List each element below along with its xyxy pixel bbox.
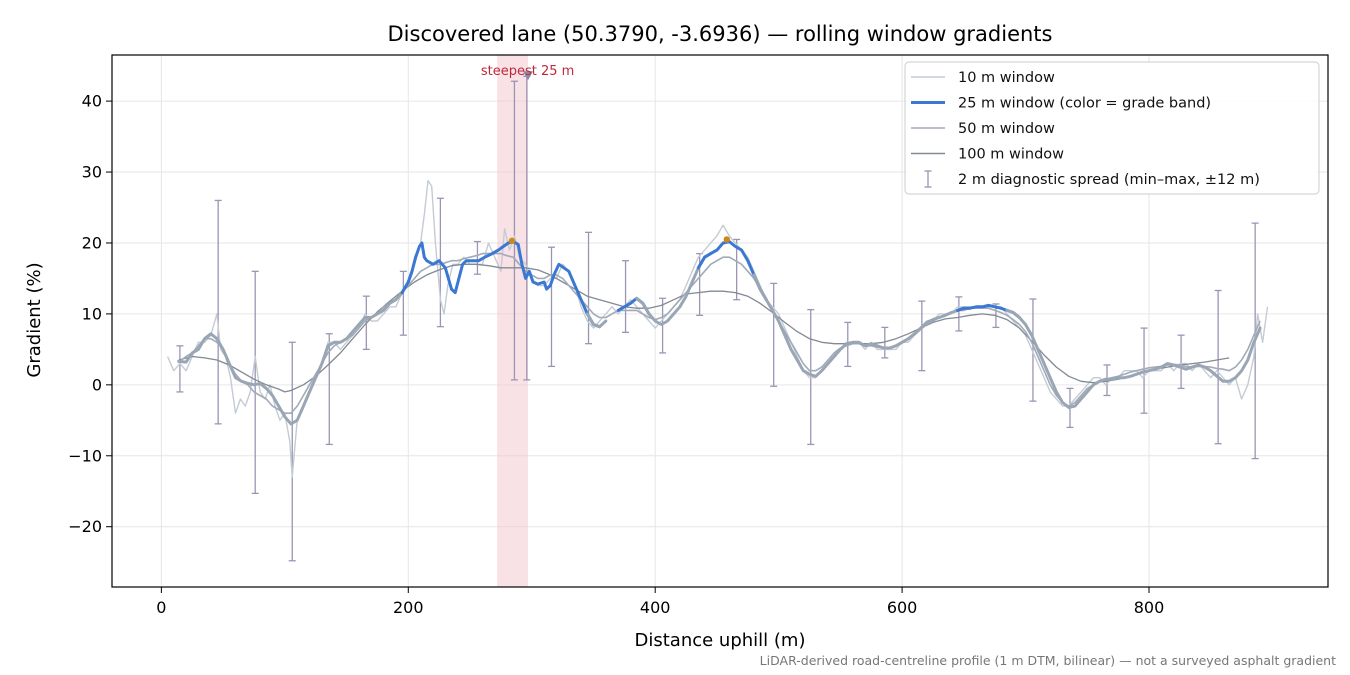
legend-label: 50 m window [958, 121, 1055, 137]
x-tick-label: 200 [393, 598, 424, 617]
x-tick-label: 600 [887, 598, 918, 617]
peak-marker [508, 237, 516, 245]
legend-label: 10 m window [958, 70, 1055, 86]
x-axis-ticks: 0 200 400 600 800 [156, 587, 1164, 617]
series-25m-segment [177, 269, 414, 426]
legend-label: 25 m window (color = grade band) [958, 96, 1211, 112]
series-50m-line [178, 252, 1261, 415]
footnote: LiDAR-derived road-centreline profile (1… [760, 653, 1336, 668]
series-25m-segment [585, 312, 608, 329]
y-axis-ticks: −20 −10 0 10 20 30 40 [68, 92, 112, 536]
y-tick-label: −10 [68, 446, 102, 465]
x-tick-label: 0 [156, 598, 166, 617]
series-25m-segment [1005, 308, 1262, 409]
legend-box [904, 61, 1320, 195]
steepest-window-band [497, 55, 529, 587]
y-tick-label: 40 [82, 92, 102, 111]
steepest-label: steepest 25 m [481, 64, 574, 79]
y-tick-label: 10 [82, 304, 102, 323]
legend: 10 m window 25 m window (color = grade ba… [904, 61, 1320, 195]
chart-title: Discovered lane (50.3790, -3.6936) — rol… [388, 22, 1053, 46]
series-100m-line [178, 263, 1230, 393]
series-25m-segment [752, 273, 972, 378]
y-tick-label: −20 [68, 517, 102, 536]
y-tick-label: 0 [92, 375, 102, 394]
x-axis-label: Distance uphill (m) [635, 630, 806, 651]
series-lines [166, 179, 1269, 478]
plot-frame [111, 54, 1329, 588]
x-tick-label: 800 [1134, 598, 1165, 617]
legend-label: 100 m window [958, 147, 1064, 163]
legend-label: 2 m diagnostic spread (min–max, ±12 m) [958, 172, 1260, 188]
y-tick-label: 30 [82, 163, 102, 182]
peak-markers [508, 71, 730, 245]
x-tick-label: 400 [640, 598, 671, 617]
series-25m-segment [400, 240, 602, 329]
y-axis-label: Gradient (%) [24, 262, 45, 377]
steepest-marker [523, 71, 534, 81]
y-tick-label: 20 [82, 233, 102, 252]
peak-marker [723, 236, 730, 243]
